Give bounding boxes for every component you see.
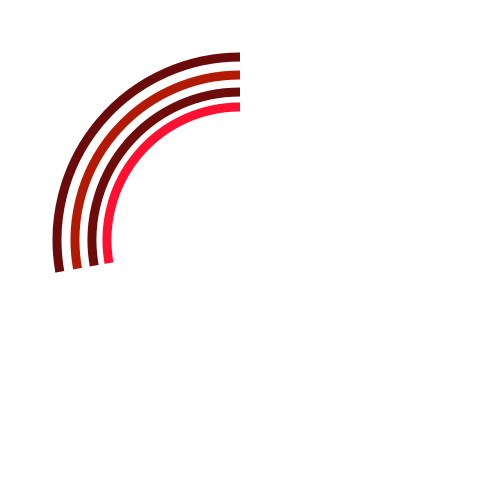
arc-inner — [102, 102, 241, 264]
arc-third — [87, 87, 241, 267]
arc-outer — [52, 52, 241, 273]
arc-second — [70, 70, 241, 270]
